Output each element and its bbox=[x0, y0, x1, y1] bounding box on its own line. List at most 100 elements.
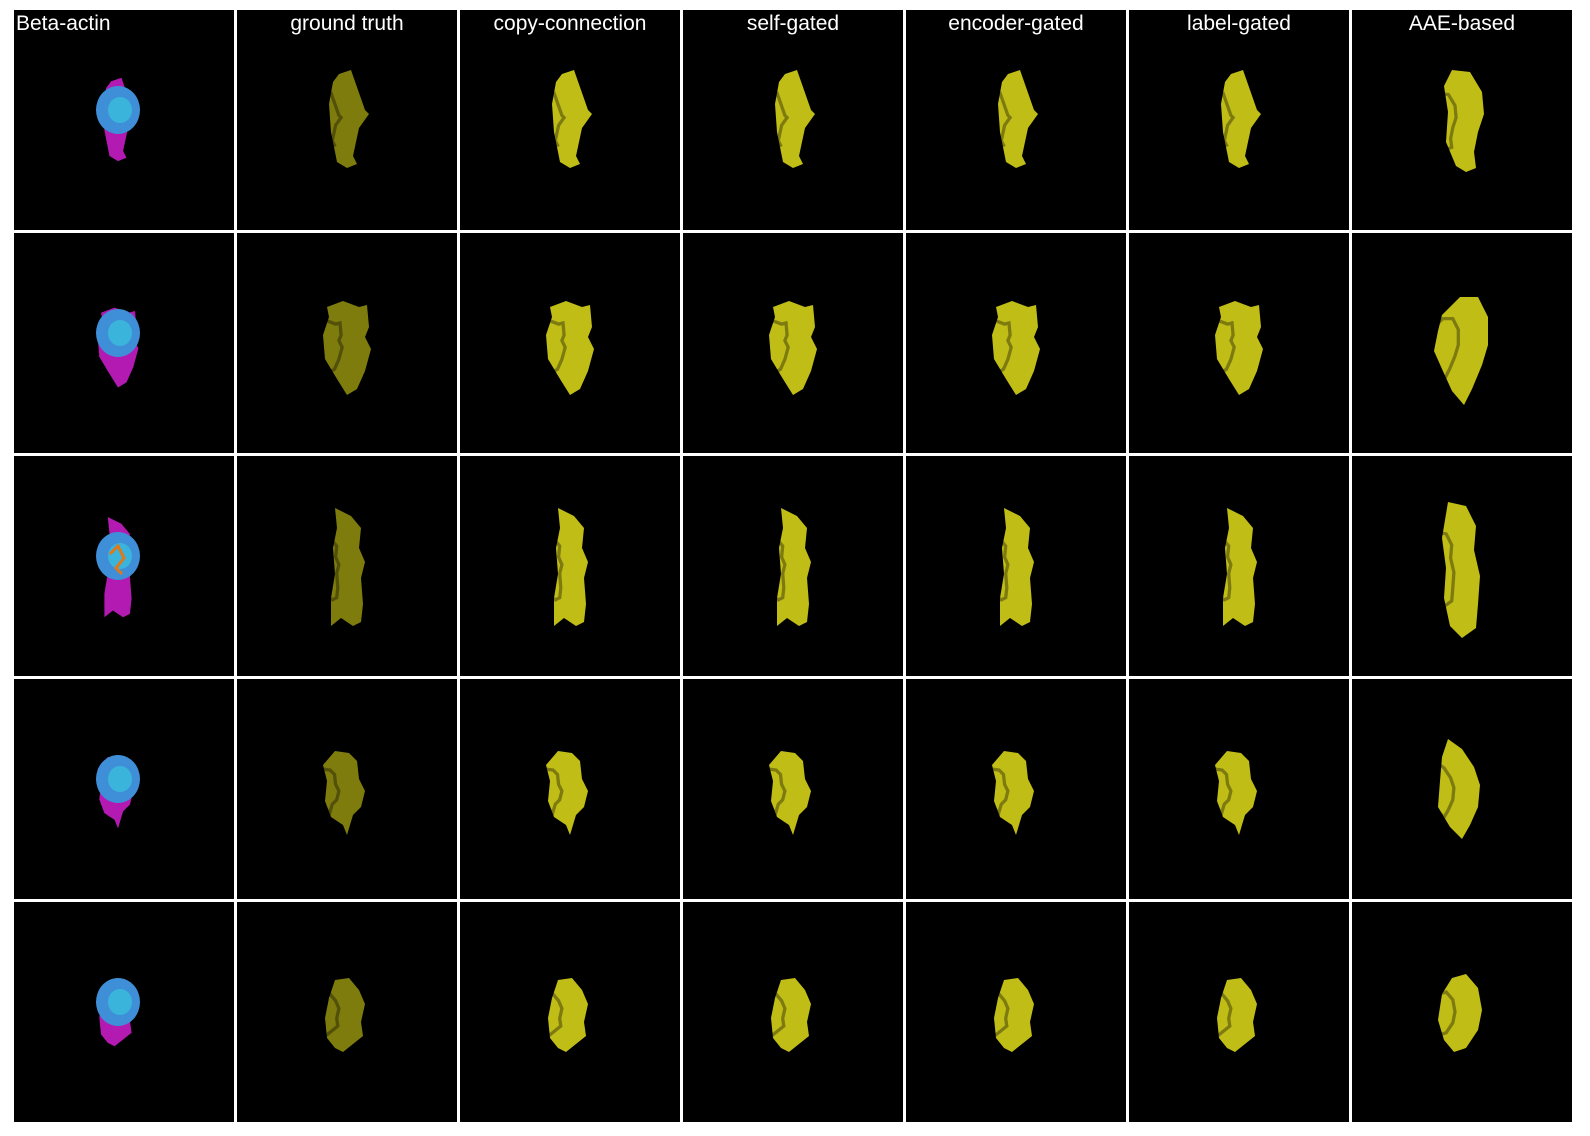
actin-signal bbox=[771, 978, 811, 1052]
micrograph-gt bbox=[313, 751, 365, 835]
micrograph-beta bbox=[96, 978, 140, 1047]
panel-gt-cell-4 bbox=[237, 679, 457, 899]
nucleus-highlight bbox=[108, 97, 132, 123]
panel-gt-cell-1: ground truth bbox=[237, 10, 457, 230]
micrograph-label bbox=[1205, 751, 1257, 835]
actin-signal bbox=[1221, 70, 1261, 168]
actin-signal bbox=[323, 751, 365, 835]
column-title-beta: Beta-actin bbox=[16, 12, 111, 35]
micrograph-gt bbox=[315, 978, 365, 1052]
micrograph-enc bbox=[983, 301, 1040, 395]
actin-signal bbox=[1000, 508, 1034, 626]
actin-texture bbox=[761, 992, 787, 1037]
micrograph-aae bbox=[1429, 739, 1480, 839]
panel-beta-cell-2 bbox=[14, 233, 234, 453]
actin-signal bbox=[769, 301, 817, 395]
panel-label-cell-3 bbox=[1129, 456, 1349, 676]
actin-texture bbox=[763, 91, 790, 150]
actin-signal bbox=[1217, 978, 1257, 1052]
column-title-aae: AAE-based bbox=[1408, 12, 1516, 35]
panel-enc-cell-3 bbox=[906, 456, 1126, 676]
panel-gt-cell-2 bbox=[237, 233, 457, 453]
panel-copy-cell-2 bbox=[460, 233, 680, 453]
actin-texture bbox=[986, 91, 1013, 150]
micrograph-self bbox=[763, 70, 815, 168]
actin-signal bbox=[329, 70, 369, 168]
micrograph-aae bbox=[1432, 70, 1484, 172]
nucleolus-stain bbox=[108, 543, 126, 576]
panel-self-cell-2 bbox=[683, 233, 903, 453]
actin-signal bbox=[775, 70, 815, 168]
micrograph-label bbox=[1209, 70, 1261, 168]
micrograph-enc bbox=[984, 978, 1034, 1052]
panel-enc-cell-2 bbox=[906, 233, 1126, 453]
micrograph-enc bbox=[986, 70, 1038, 168]
actin-texture bbox=[1426, 316, 1460, 381]
actin-signal bbox=[992, 751, 1034, 835]
micrograph-self bbox=[764, 508, 811, 626]
column-title-label: label-gated bbox=[1187, 12, 1291, 35]
micrograph-beta bbox=[96, 517, 140, 618]
panel-label-cell-4 bbox=[1129, 679, 1349, 899]
actin-signal bbox=[546, 751, 588, 835]
actin-texture bbox=[318, 532, 341, 604]
actin-texture bbox=[317, 91, 344, 150]
actin-texture bbox=[982, 767, 1010, 821]
panel-beta-cell-5 bbox=[14, 902, 234, 1122]
actin-texture bbox=[1432, 91, 1458, 152]
actin-signal bbox=[769, 751, 811, 835]
actin-signal bbox=[546, 301, 594, 395]
actin-signal bbox=[1438, 739, 1480, 839]
actin-texture bbox=[536, 767, 564, 821]
actin-texture bbox=[315, 992, 341, 1037]
column-title-self: self-gated bbox=[746, 12, 840, 35]
micrograph-copy bbox=[538, 978, 588, 1052]
micrograph-aae bbox=[1431, 502, 1480, 638]
micrograph-gt bbox=[318, 508, 365, 626]
panel-enc-cell-4 bbox=[906, 679, 1126, 899]
column-title-enc: encoder-gated bbox=[948, 12, 1084, 35]
panel-label-cell-2 bbox=[1129, 233, 1349, 453]
micrograph-self bbox=[759, 751, 811, 835]
column-title-copy: copy-connection bbox=[493, 12, 647, 35]
actin-signal bbox=[992, 301, 1040, 395]
actin-texture bbox=[1429, 990, 1457, 1037]
panel-self-cell-3 bbox=[683, 456, 903, 676]
micrograph-label bbox=[1210, 508, 1257, 626]
panel-aae-cell-1: AAE-based bbox=[1352, 10, 1572, 230]
actin-signal bbox=[548, 978, 588, 1052]
panel-aae-cell-3 bbox=[1352, 456, 1572, 676]
actin-signal bbox=[994, 978, 1034, 1052]
panel-enc-cell-1: encoder-gated bbox=[906, 10, 1126, 230]
actin-signal bbox=[325, 978, 365, 1052]
panel-copy-cell-5 bbox=[460, 902, 680, 1122]
column-title-gt: ground truth bbox=[290, 12, 404, 35]
actin-signal bbox=[552, 70, 592, 168]
actin-texture bbox=[1207, 992, 1233, 1037]
actin-texture bbox=[541, 532, 564, 604]
panel-label-cell-1: label-gated bbox=[1129, 10, 1349, 230]
actin-texture bbox=[759, 767, 787, 821]
actin-texture bbox=[538, 992, 564, 1037]
micrograph-enc bbox=[982, 751, 1034, 835]
micrograph-beta bbox=[96, 307, 140, 388]
actin-texture bbox=[984, 992, 1010, 1037]
actin-texture bbox=[313, 767, 341, 821]
actin-texture bbox=[1209, 91, 1236, 150]
micrograph-aae bbox=[1429, 974, 1482, 1052]
micrograph-beta bbox=[96, 755, 140, 829]
actin-signal bbox=[1223, 508, 1257, 626]
actin-texture bbox=[1205, 767, 1233, 821]
actin-texture bbox=[1429, 759, 1456, 821]
actin-texture bbox=[537, 319, 567, 375]
panel-self-cell-4 bbox=[683, 679, 903, 899]
actin-texture bbox=[760, 319, 790, 375]
actin-texture bbox=[987, 532, 1010, 604]
actin-texture bbox=[1206, 319, 1236, 375]
actin-signal bbox=[323, 301, 371, 395]
micrograph-label bbox=[1207, 978, 1257, 1052]
micrograph-copy bbox=[537, 301, 594, 395]
image-grid: Beta-actin ground truth copy-connection sel… bbox=[14, 10, 1590, 1136]
actin-signal bbox=[554, 508, 588, 626]
actin-signal bbox=[777, 508, 811, 626]
